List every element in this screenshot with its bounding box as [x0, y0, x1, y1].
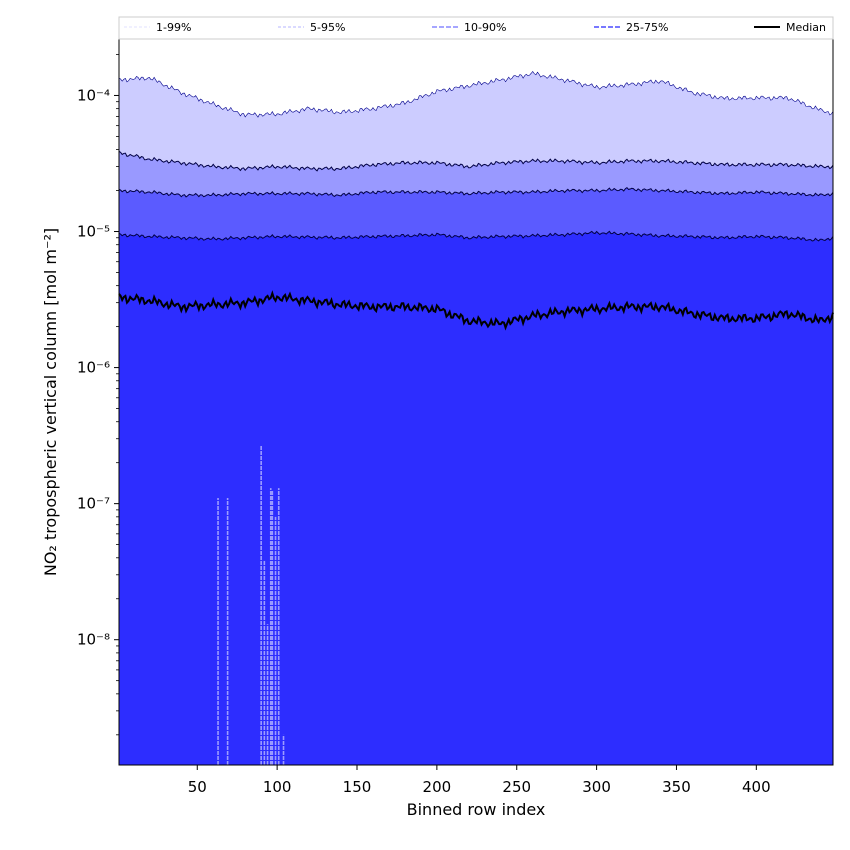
legend: 1-99% 5-95% 10-90% 25-75% Median	[118, 16, 834, 40]
legend-box	[118, 16, 834, 40]
legend-label: 10-90%	[464, 21, 506, 34]
legend-label: 5-95%	[310, 21, 345, 34]
y-tick-label: 10⁻⁴	[77, 86, 110, 104]
x-tick-label: 250	[502, 778, 531, 796]
x-tick-label: 50	[188, 778, 207, 796]
y-tick-label: 10⁻⁷	[77, 495, 110, 513]
y-tick-label: 10⁻⁸	[77, 631, 110, 649]
x-tick-label: 350	[662, 778, 691, 796]
x-tick-label: 150	[343, 778, 372, 796]
legend-label: 1-99%	[156, 21, 191, 34]
legend-label: Median	[786, 21, 826, 34]
legend-label: 25-75%	[626, 21, 668, 34]
x-tick-label: 200	[423, 778, 452, 796]
axes: 50 100 150 200 250 300 350 400 10⁻⁸ 10⁻⁷ 10⁻⁶ 10⁻⁵ 1…	[77, 38, 834, 796]
band-5-95-edge	[118, 150, 834, 172]
x-tick-label: 300	[582, 778, 611, 796]
band-25-75-area	[119, 231, 833, 766]
x-tick-label: 100	[263, 778, 292, 796]
y-tick-label: 10⁻⁶	[77, 359, 110, 377]
band-25-75-edge	[118, 230, 834, 242]
band-1-99-edge	[118, 70, 834, 118]
plot-area	[118, 70, 834, 766]
median-line	[118, 290, 834, 331]
y-axis-label: NO₂ tropospheric vertical column [mol m⁻…	[41, 228, 60, 576]
x-axis-label: Binned row index	[407, 800, 546, 819]
x-tick-label: 400	[742, 778, 771, 796]
band-10-90-edge	[118, 186, 834, 198]
y-tick-label: 10⁻⁵	[77, 223, 110, 241]
